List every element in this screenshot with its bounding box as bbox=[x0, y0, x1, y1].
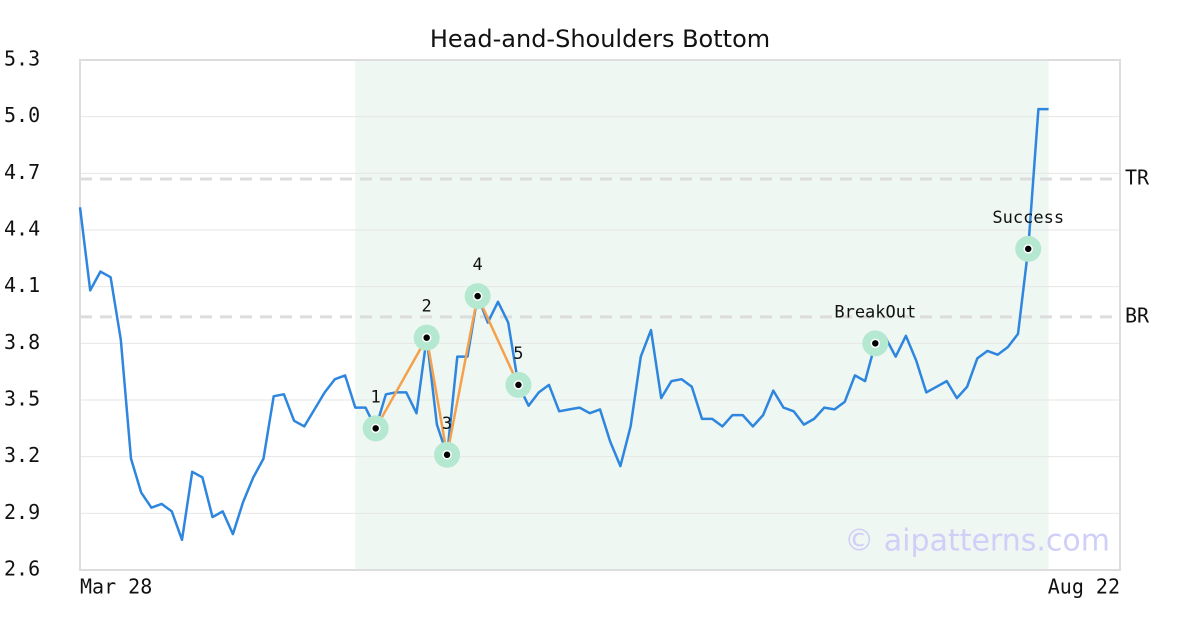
y-tick-label: 4.4 bbox=[4, 217, 40, 241]
point-label: 2 bbox=[422, 297, 432, 317]
point-dot bbox=[370, 423, 381, 434]
x-tick-label: Mar 28 bbox=[80, 575, 152, 599]
point-label: Success bbox=[992, 208, 1064, 228]
point-label: 4 bbox=[473, 255, 483, 275]
point-label: 3 bbox=[442, 414, 452, 434]
point-dot bbox=[442, 450, 452, 460]
point-dot bbox=[513, 380, 524, 390]
pattern-region bbox=[355, 60, 1049, 570]
y-tick-label: 3.2 bbox=[4, 443, 40, 467]
chart-title: Head-and-Shoulders Bottom bbox=[430, 25, 770, 53]
point-label: BreakOut bbox=[834, 302, 916, 322]
point-dot bbox=[1023, 244, 1033, 254]
point-label: 1 bbox=[371, 387, 381, 407]
y-tick-label: 2.6 bbox=[4, 557, 40, 581]
level-label: TR bbox=[1125, 166, 1150, 190]
watermark: © aipatterns.com bbox=[844, 524, 1110, 559]
x-tick-label: Aug 22 bbox=[1048, 575, 1120, 599]
point-dot bbox=[472, 291, 483, 301]
y-tick-label: 3.8 bbox=[4, 330, 40, 354]
plot-frame bbox=[79, 59, 1121, 571]
y-tick-label: 3.5 bbox=[4, 387, 40, 411]
level-label: BR bbox=[1125, 303, 1150, 327]
y-tick-label: 5.3 bbox=[4, 47, 40, 71]
y-tick-label: 2.9 bbox=[4, 500, 40, 524]
y-tick-label: 4.1 bbox=[4, 273, 40, 297]
point-dot bbox=[421, 332, 432, 343]
y-tick-label: 4.7 bbox=[4, 160, 40, 184]
y-tick-label: 5.0 bbox=[4, 103, 40, 127]
point-dot bbox=[870, 338, 881, 349]
point-label: 5 bbox=[513, 344, 523, 364]
